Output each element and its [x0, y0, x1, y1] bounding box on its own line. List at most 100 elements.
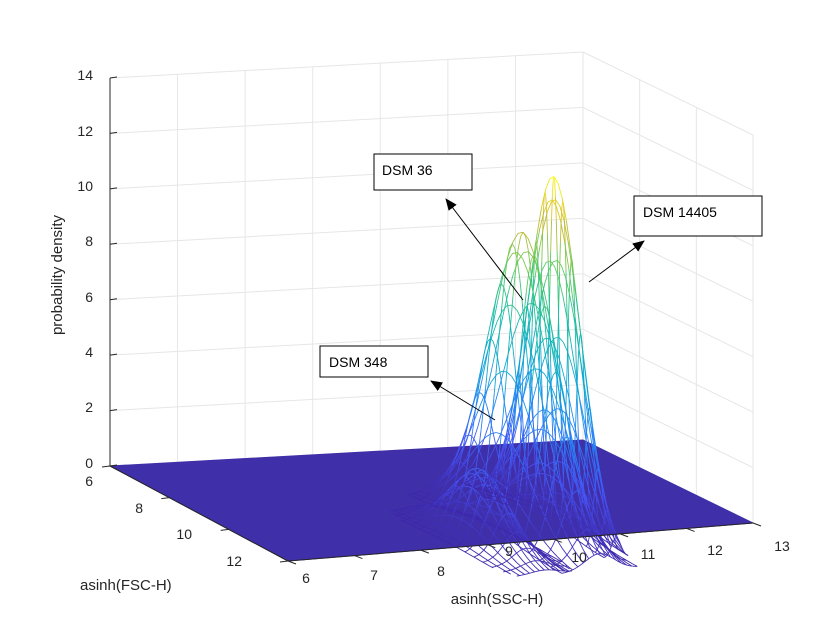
- y-tick-label: 6: [85, 473, 93, 489]
- mesh-segment: [498, 304, 503, 334]
- mesh-segment: [473, 438, 477, 444]
- mesh-segment: [469, 521, 473, 529]
- mesh-segment: [553, 556, 559, 560]
- mesh-segment: [549, 506, 554, 509]
- mesh-segment: [532, 295, 537, 325]
- mesh-segment: [397, 511, 403, 515]
- mesh-segment: [574, 490, 578, 493]
- mesh-segment: [533, 303, 540, 310]
- mesh-segment: [482, 490, 488, 493]
- mesh-segment: [474, 492, 478, 499]
- mesh-segment: [494, 474, 497, 479]
- mesh-segment: [524, 508, 530, 511]
- mesh-segment: [493, 460, 499, 471]
- z-tick: [109, 353, 118, 356]
- mesh-segment: [525, 466, 527, 477]
- mesh-segment: [526, 541, 530, 545]
- mesh-segment: [502, 484, 508, 487]
- mesh-segment: [519, 531, 523, 534]
- mesh-segment: [576, 401, 579, 429]
- mesh-segment: [532, 290, 539, 315]
- mesh-segment: [547, 508, 551, 514]
- mesh-segment: [486, 316, 493, 341]
- mesh-segment: [607, 542, 612, 546]
- mesh-segment: [453, 483, 458, 489]
- mesh-segment: [446, 500, 451, 507]
- mesh-segment: [554, 181, 556, 197]
- mesh-segment: [618, 557, 622, 560]
- mesh-segment: [454, 461, 458, 464]
- mesh-segment: [510, 523, 517, 530]
- mesh-segment: [408, 494, 414, 498]
- mesh-segment: [545, 473, 551, 477]
- x-tick-label: 6: [302, 570, 310, 586]
- mesh-segment: [499, 445, 505, 459]
- mesh-segment: [567, 565, 573, 571]
- mesh-segment: [419, 498, 422, 501]
- mesh-segment: [419, 518, 423, 521]
- mesh-segment: [527, 238, 534, 253]
- mesh-segment: [533, 433, 535, 451]
- mesh-segment: [482, 383, 487, 409]
- mesh-segment: [477, 376, 481, 395]
- mesh-segment: [466, 548, 470, 552]
- mesh-segment: [451, 512, 455, 519]
- annotation-box: [319, 345, 429, 378]
- mesh-segment: [495, 511, 501, 516]
- mesh-segment: [546, 494, 548, 502]
- mesh-segment: [479, 521, 486, 525]
- mesh-segment: [595, 552, 601, 556]
- mesh-segment: [457, 543, 461, 546]
- mesh-segment: [561, 572, 565, 574]
- mesh-segment: [573, 293, 576, 318]
- mesh-segment: [614, 542, 617, 546]
- mesh-segment: [568, 523, 571, 530]
- mesh-segment: [539, 422, 545, 431]
- mesh-segment: [457, 443, 462, 451]
- mesh-segment: [604, 513, 607, 517]
- mesh-segment: [578, 528, 581, 534]
- mesh-segment: [517, 527, 521, 533]
- mesh-segment: [460, 438, 464, 445]
- mesh-segment: [604, 546, 610, 552]
- mesh-segment: [563, 497, 566, 507]
- mesh-segment: [463, 550, 469, 554]
- mesh-segment: [467, 495, 472, 505]
- mesh-segment: [531, 357, 536, 382]
- mesh-segment: [444, 527, 448, 532]
- mesh-segment: [515, 379, 518, 389]
- mesh-segment: [617, 538, 619, 541]
- mesh-segment: [520, 571, 525, 575]
- mesh-segment: [607, 551, 610, 554]
- mesh-segment: [491, 467, 497, 475]
- mesh-segment: [453, 515, 458, 519]
- mesh-segment: [408, 493, 411, 496]
- mesh-segment: [509, 243, 513, 249]
- mesh-segment: [550, 501, 556, 505]
- mesh-segment: [589, 407, 591, 410]
- mesh-segment: [418, 506, 421, 509]
- mesh-segment: [464, 532, 468, 538]
- mesh-segment: [492, 483, 495, 487]
- mesh-segment: [503, 456, 505, 466]
- mesh-segment: [434, 497, 439, 501]
- mesh-segment: [544, 561, 547, 563]
- mesh-segment: [560, 205, 563, 221]
- mesh-segment: [508, 491, 511, 494]
- mesh-segment: [464, 464, 468, 478]
- mesh-segment: [572, 503, 575, 513]
- mesh-segment: [446, 523, 450, 529]
- mesh-segment: [473, 394, 478, 400]
- mesh-segment: [458, 454, 463, 467]
- mesh-segment: [409, 520, 415, 523]
- mesh-segment: [512, 497, 516, 501]
- mesh-segment: [553, 176, 556, 182]
- mesh-segment: [537, 512, 542, 516]
- mesh-segment: [538, 549, 541, 552]
- mesh-segment: [566, 570, 570, 573]
- mesh-segment: [503, 561, 506, 564]
- mesh-segment: [541, 538, 548, 546]
- mesh-segment: [532, 504, 535, 511]
- mesh-segment: [540, 262, 543, 296]
- y-tick: [279, 560, 289, 563]
